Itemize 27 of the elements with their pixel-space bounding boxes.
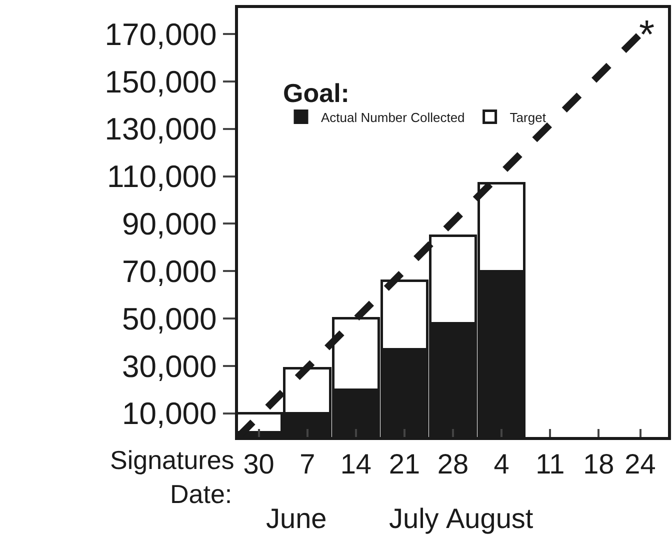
text: August bbox=[446, 503, 534, 534]
x-tick-label: 30 bbox=[243, 448, 274, 480]
text: July bbox=[389, 503, 439, 534]
x-tick-label: 21 bbox=[388, 448, 420, 480]
x-tick-label: 11 bbox=[536, 448, 565, 480]
y-axis-title: Signatures bbox=[110, 445, 234, 475]
legend-title: Goal: bbox=[283, 78, 350, 108]
legend-label: Actual Number Collected bbox=[321, 110, 465, 125]
y-tick-label: 30,000 bbox=[122, 348, 217, 384]
y-tick-label: 150,000 bbox=[104, 64, 217, 100]
y-tick-label: 110,000 bbox=[107, 159, 217, 194]
x-tick-label: 24 bbox=[624, 448, 656, 480]
x-tick-label: 7 bbox=[300, 448, 316, 480]
y-tick-label: 10,000 bbox=[122, 396, 217, 432]
x-tick-label: 14 bbox=[340, 448, 372, 480]
x-tick-label: 4 bbox=[494, 448, 510, 480]
y-tick-label: 50,000 bbox=[122, 301, 217, 336]
text: June bbox=[266, 503, 327, 534]
annotation: * bbox=[639, 13, 655, 57]
x-axis-title: Date: bbox=[170, 479, 232, 509]
y-tick-label: 90,000 bbox=[122, 206, 217, 242]
y-tick-label: 70,000 bbox=[122, 254, 217, 289]
y-tick-label: 130,000 bbox=[104, 112, 217, 147]
legend-label: Target bbox=[510, 110, 546, 125]
x-tick-label: 28 bbox=[437, 448, 469, 480]
y-tick-label: 170,000 bbox=[104, 16, 217, 52]
x-tick-label: 18 bbox=[583, 448, 614, 480]
